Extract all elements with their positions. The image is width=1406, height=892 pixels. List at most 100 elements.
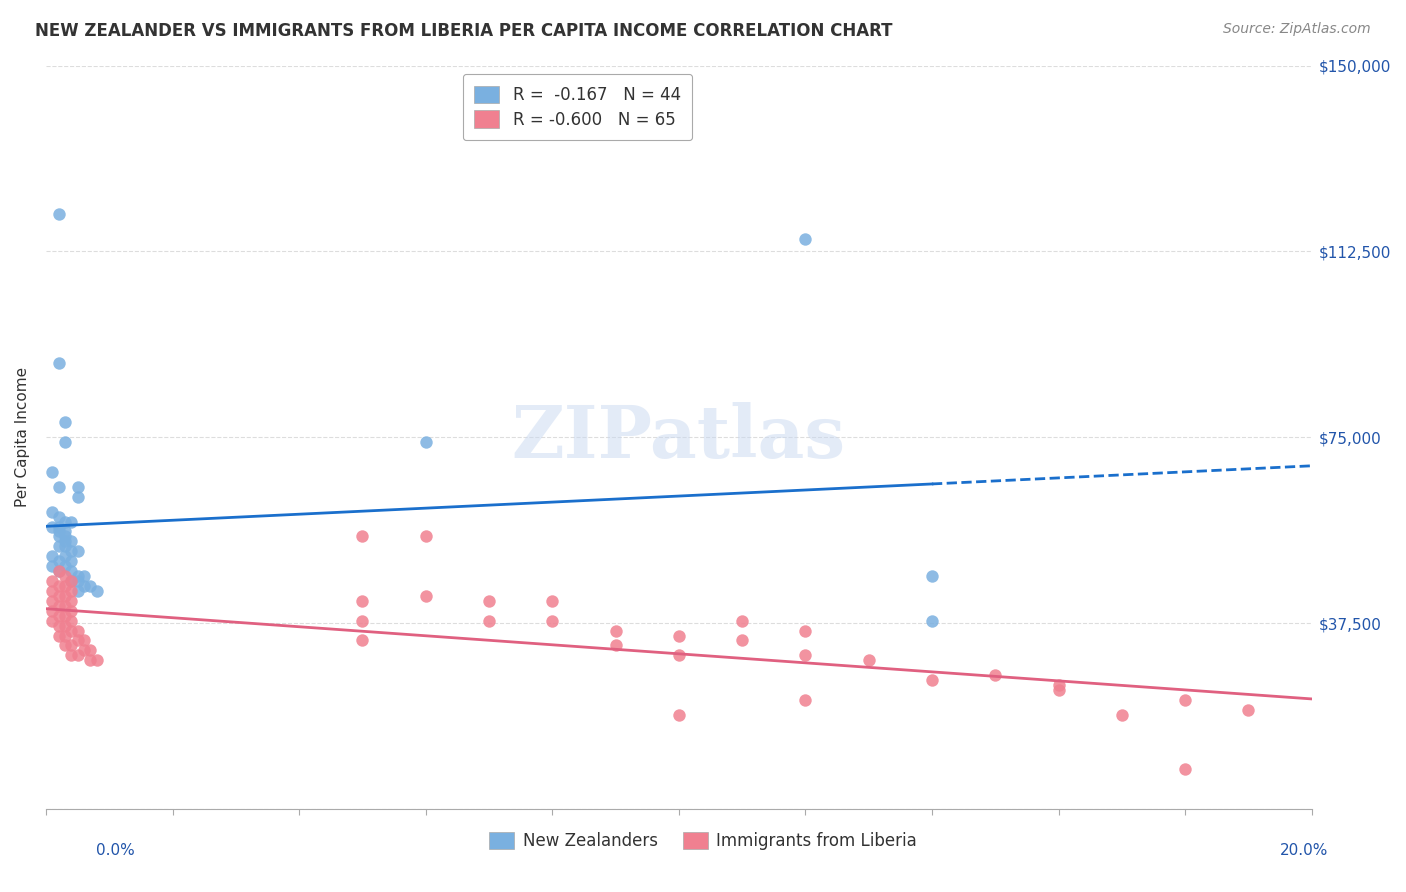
Point — [41, 519, 63, 533]
Point — [48, 356, 70, 370]
Point — [60, 515, 83, 529]
Point — [53, 435, 76, 450]
Point — [48, 564, 70, 578]
Point — [53, 524, 76, 539]
Point — [1111, 707, 1133, 722]
Point — [48, 554, 70, 568]
Point — [60, 614, 83, 628]
Point — [48, 207, 70, 221]
Point — [53, 579, 76, 593]
Point — [66, 574, 89, 588]
Point — [60, 534, 83, 549]
Point — [53, 618, 76, 632]
Point — [415, 529, 437, 543]
Point — [66, 633, 89, 648]
Legend: New Zealanders, Immigrants from Liberia: New Zealanders, Immigrants from Liberia — [482, 825, 924, 857]
Point — [731, 614, 754, 628]
Point — [53, 515, 76, 529]
Point — [48, 529, 70, 543]
Point — [668, 628, 690, 642]
Text: NEW ZEALANDER VS IMMIGRANTS FROM LIBERIA PER CAPITA INCOME CORRELATION CHART: NEW ZEALANDER VS IMMIGRANTS FROM LIBERIA… — [35, 22, 893, 40]
Point — [60, 639, 83, 653]
Point — [60, 624, 83, 638]
Point — [60, 594, 83, 608]
Point — [48, 539, 70, 553]
Point — [41, 614, 63, 628]
Point — [541, 614, 564, 628]
Point — [53, 628, 76, 642]
Point — [668, 648, 690, 663]
Point — [48, 608, 70, 623]
Point — [60, 583, 83, 598]
Y-axis label: Per Capita Income: Per Capita Income — [15, 368, 30, 508]
Point — [794, 624, 817, 638]
Point — [60, 544, 83, 558]
Text: Source: ZipAtlas.com: Source: ZipAtlas.com — [1223, 22, 1371, 37]
Point — [86, 583, 108, 598]
Point — [858, 653, 880, 667]
Point — [1174, 763, 1197, 777]
Point — [79, 579, 101, 593]
Point — [60, 574, 83, 588]
Point — [921, 569, 943, 583]
Point — [73, 579, 96, 593]
Point — [415, 589, 437, 603]
Point — [41, 574, 63, 588]
Point — [605, 624, 627, 638]
Point — [66, 569, 89, 583]
Point — [48, 519, 70, 533]
Point — [60, 554, 83, 568]
Point — [352, 614, 374, 628]
Point — [60, 604, 83, 618]
Point — [48, 509, 70, 524]
Point — [79, 653, 101, 667]
Point — [53, 529, 76, 543]
Point — [66, 624, 89, 638]
Point — [60, 574, 83, 588]
Point — [605, 639, 627, 653]
Point — [1047, 678, 1070, 692]
Point — [66, 490, 89, 504]
Point — [86, 653, 108, 667]
Point — [53, 569, 76, 583]
Point — [794, 232, 817, 246]
Point — [53, 639, 76, 653]
Point — [48, 480, 70, 494]
Point — [352, 594, 374, 608]
Point — [53, 539, 76, 553]
Point — [73, 633, 96, 648]
Point — [921, 673, 943, 687]
Point — [53, 549, 76, 564]
Point — [1174, 693, 1197, 707]
Point — [352, 633, 374, 648]
Text: 0.0%: 0.0% — [96, 843, 135, 858]
Point — [352, 529, 374, 543]
Point — [60, 648, 83, 663]
Point — [41, 604, 63, 618]
Point — [41, 594, 63, 608]
Point — [66, 544, 89, 558]
Point — [984, 668, 1007, 682]
Point — [73, 643, 96, 657]
Point — [41, 559, 63, 574]
Point — [48, 599, 70, 613]
Point — [48, 618, 70, 632]
Point — [415, 435, 437, 450]
Point — [1047, 683, 1070, 698]
Text: ZIPatlas: ZIPatlas — [512, 401, 846, 473]
Point — [41, 465, 63, 479]
Point — [53, 534, 76, 549]
Point — [48, 579, 70, 593]
Point — [478, 614, 501, 628]
Point — [48, 524, 70, 539]
Point — [60, 564, 83, 578]
Point — [541, 594, 564, 608]
Point — [794, 648, 817, 663]
Text: 20.0%: 20.0% — [1281, 843, 1329, 858]
Point — [48, 589, 70, 603]
Point — [53, 416, 76, 430]
Point — [53, 599, 76, 613]
Point — [668, 707, 690, 722]
Point — [66, 583, 89, 598]
Legend: R =  -0.167   N = 44, R = -0.600   N = 65: R = -0.167 N = 44, R = -0.600 N = 65 — [463, 74, 693, 140]
